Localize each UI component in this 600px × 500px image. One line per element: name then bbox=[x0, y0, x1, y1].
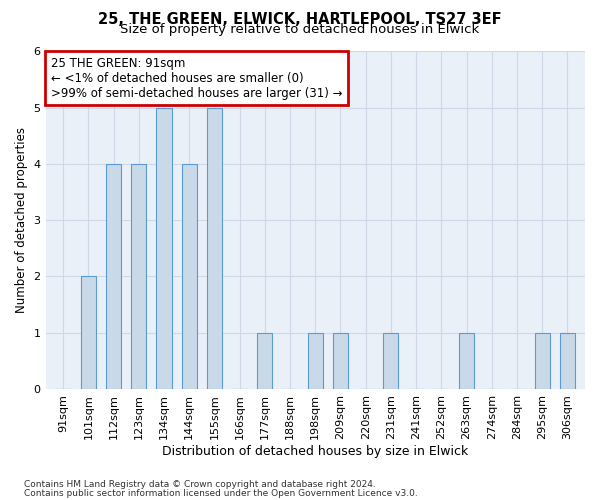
Text: Contains HM Land Registry data © Crown copyright and database right 2024.: Contains HM Land Registry data © Crown c… bbox=[24, 480, 376, 489]
Bar bbox=[131, 164, 146, 389]
Text: Size of property relative to detached houses in Elwick: Size of property relative to detached ho… bbox=[121, 24, 479, 36]
Bar bbox=[81, 276, 96, 389]
Bar bbox=[459, 332, 474, 389]
Bar bbox=[560, 332, 575, 389]
Text: Contains public sector information licensed under the Open Government Licence v3: Contains public sector information licen… bbox=[24, 488, 418, 498]
Bar bbox=[157, 108, 172, 389]
Text: 25, THE GREEN, ELWICK, HARTLEPOOL, TS27 3EF: 25, THE GREEN, ELWICK, HARTLEPOOL, TS27 … bbox=[98, 12, 502, 28]
Y-axis label: Number of detached properties: Number of detached properties bbox=[15, 127, 28, 313]
Bar bbox=[257, 332, 272, 389]
Bar bbox=[207, 108, 222, 389]
Bar bbox=[106, 164, 121, 389]
Bar bbox=[333, 332, 348, 389]
Bar bbox=[308, 332, 323, 389]
Text: 25 THE GREEN: 91sqm
← <1% of detached houses are smaller (0)
>99% of semi-detach: 25 THE GREEN: 91sqm ← <1% of detached ho… bbox=[51, 56, 343, 100]
Bar bbox=[383, 332, 398, 389]
X-axis label: Distribution of detached houses by size in Elwick: Distribution of detached houses by size … bbox=[162, 444, 469, 458]
Bar bbox=[182, 164, 197, 389]
Bar bbox=[535, 332, 550, 389]
